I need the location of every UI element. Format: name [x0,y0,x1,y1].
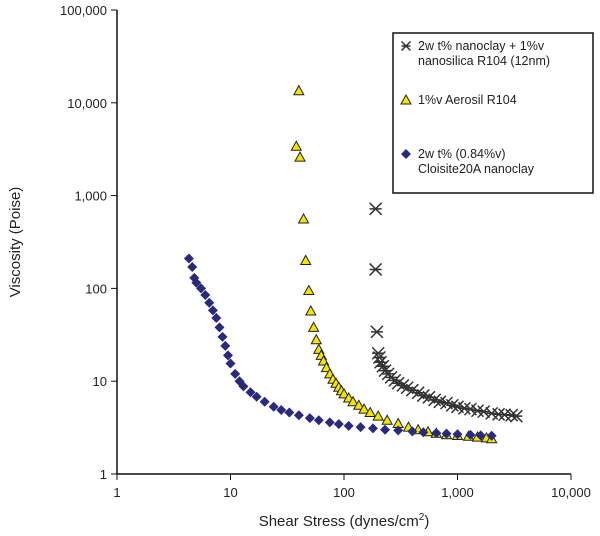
data-point-diamond [407,426,418,437]
data-point-asterisk [477,405,491,419]
data-point-diamond [196,283,207,294]
x-tick-label: 10,000 [551,485,591,500]
legend-diamond-icon [401,149,411,159]
data-point-triangle [299,254,312,265]
x-axis-title: Shear Stress (dynes/cm2) [259,512,430,530]
series-asterisk [369,202,523,423]
data-point-triangle [294,151,306,162]
data-point-diamond [380,424,391,435]
data-point-diamond [452,429,463,440]
data-point-diamond [207,305,218,316]
data-point-asterisk [369,202,383,216]
x-tick-label: 1 [113,485,120,500]
legend-label-line2: nanosilica R104 (12nm) [418,54,550,68]
legend-triangle-icon [400,93,412,105]
data-point-diamond [183,253,194,264]
data-point-diamond [217,331,228,342]
x-tick-label: 1,000 [441,485,474,500]
data-point-triangle [310,333,323,345]
x-tick-label: 100 [333,485,355,500]
data-point-diamond [343,420,354,431]
data-point-triangle [352,399,365,410]
data-point-triangle [320,361,333,373]
data-point-triangle [302,284,315,295]
data-point-asterisk [509,409,523,423]
data-point-diamond [187,262,198,273]
data-point-diamond [245,387,256,398]
data-point-asterisk [470,404,485,418]
data-point-diamond [268,401,279,412]
data-point-diamond [441,428,452,439]
data-point-diamond [475,430,486,441]
data-point-diamond [431,427,442,438]
data-point-triangle [358,403,370,414]
data-point-diamond [238,381,249,392]
data-point-triangle [290,140,303,151]
data-point-diamond [222,350,233,361]
data-point-diamond [204,297,215,308]
data-point-diamond [324,417,335,428]
data-point-asterisk [457,401,471,415]
data-point-diamond [251,391,262,402]
y-axis-title: Viscosity (Poise) [7,187,24,298]
data-point-triangle [307,321,320,332]
legend-label: 2w t% (0.84%v) [418,147,506,161]
legend-label-line2: Cloisite20A nanoclay [418,162,535,176]
data-point-triangle [372,410,385,421]
data-point-diamond [465,429,476,440]
legend-item: 1%v Aerosil R104 [400,93,517,107]
legend-label: 2w t% nanoclay + 1%v [418,39,545,53]
y-tick-label: 100,000 [60,3,107,18]
data-point-triangle [364,406,377,417]
y-tick-label: 10 [93,374,107,389]
y-tick-label: 10,000 [67,96,107,111]
data-point-triangle [381,414,394,425]
data-point-diamond [418,427,429,438]
y-tick-label: 1,000 [74,189,107,204]
data-point-diamond [220,340,231,351]
data-point-diamond [355,422,366,433]
legend-label: 1%v Aerosil R104 [418,93,517,107]
data-point-diamond [200,289,211,300]
data-point-triangle [297,212,310,224]
data-point-diamond [313,415,324,426]
data-point-diamond [259,396,270,407]
data-point-triangle [304,305,317,316]
x-tick-label: 10 [223,485,237,500]
data-point-triangle [292,84,305,96]
series-diamond [183,253,497,441]
data-point-diamond [393,425,404,436]
y-tick-label: 100 [85,281,107,296]
data-point-asterisk [370,325,384,339]
data-point-diamond [304,413,315,424]
data-point-diamond [191,277,202,288]
data-point-triangle [347,395,359,407]
y-tick-label: 1 [100,467,107,482]
data-point-diamond [486,430,497,441]
data-point-asterisk [369,262,383,276]
data-point-diamond [367,423,378,434]
legend-item: 2w t% (0.84%v)Cloisite20A nanoclay [401,147,535,176]
data-point-diamond [284,407,295,418]
legend-asterisk-icon [400,40,412,52]
data-point-diamond [333,419,344,430]
data-point-diamond [276,404,287,415]
data-point-diamond [293,410,304,421]
data-point-diamond [211,312,222,323]
data-point-diamond [230,368,241,379]
data-point-triangle [338,387,350,399]
legend-box [392,32,594,194]
data-point-diamond [225,358,236,369]
data-point-diamond [214,322,225,333]
